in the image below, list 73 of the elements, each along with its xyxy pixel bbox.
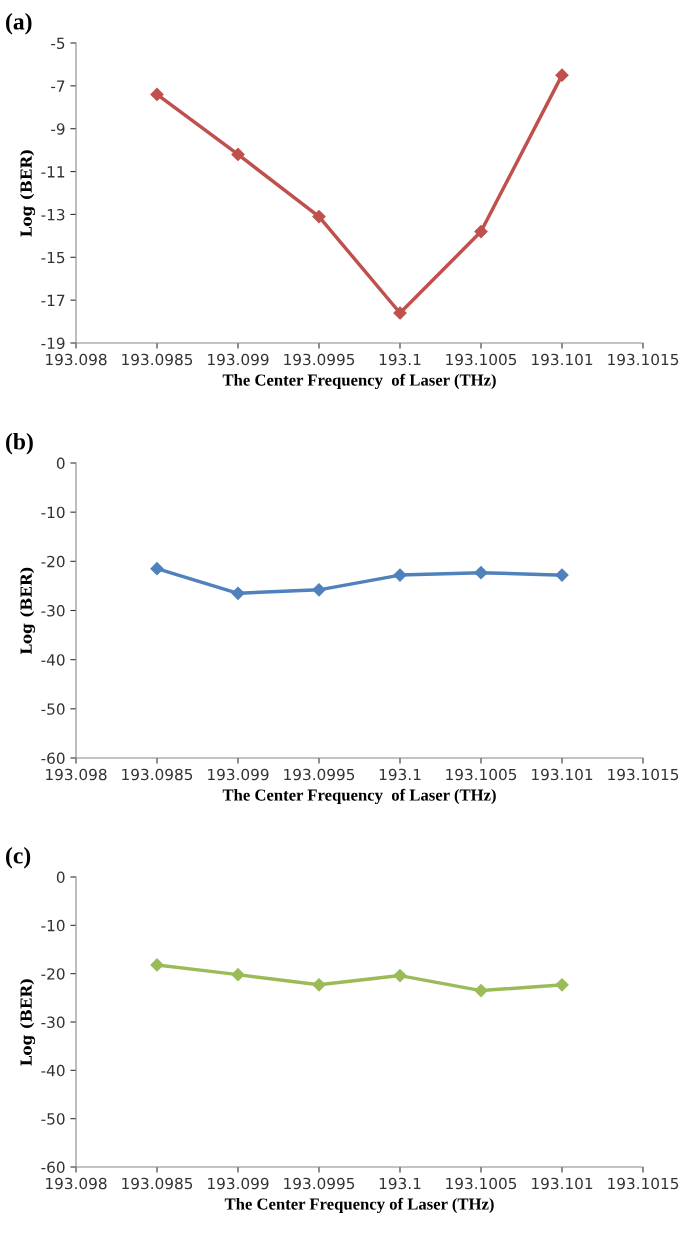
y-tick-label: -17 — [41, 294, 65, 306]
point — [150, 958, 164, 972]
point — [231, 968, 245, 982]
x-axis-title: The Center Frequency of Laser (THz) — [222, 373, 496, 390]
y-tick-label: 0 — [56, 871, 65, 884]
point — [312, 978, 326, 992]
point — [393, 568, 407, 582]
x-tick-label: 193.0985 — [122, 768, 193, 781]
point — [555, 978, 569, 992]
point — [555, 68, 569, 82]
x-axis-title: The Center Frequency of Laser (THz) — [222, 788, 496, 805]
x-tick-label: 193.1005 — [446, 768, 517, 781]
x-tick-label: 193.101 — [532, 1177, 593, 1190]
x-tick-label: 193.0995 — [284, 1177, 355, 1190]
point — [474, 224, 488, 239]
x-tick-label: 193.099 — [208, 1177, 269, 1190]
x-tick-label: 193.0985 — [122, 1177, 193, 1190]
y-tick-label: 0 — [56, 457, 65, 470]
x-tick-label: 193.1005 — [446, 353, 517, 366]
y-tick-label: -10 — [41, 506, 65, 519]
x-tick-label: 193.1005 — [446, 1177, 517, 1190]
point — [393, 306, 407, 320]
y-tick-label: -9 — [51, 123, 65, 135]
x-tick-label: 193.098 — [46, 768, 107, 781]
y-tick-label: -60 — [41, 752, 65, 765]
x-tick-label: 193.0995 — [284, 768, 355, 781]
x-tick-label: 193.101 — [532, 768, 593, 781]
chart-title: (c) — [6, 847, 31, 869]
y-tick-label: -10 — [41, 919, 65, 932]
point — [312, 583, 326, 597]
y-tick-label: -20 — [41, 968, 65, 980]
chart-title: (b) — [6, 433, 33, 455]
point — [150, 562, 164, 576]
point — [231, 586, 245, 600]
point — [312, 209, 326, 224]
x-tick-label: 193.098 — [46, 1177, 107, 1190]
x-tick-label: 193.1 — [379, 353, 421, 366]
chart-title: (a) — [6, 13, 32, 35]
y-tick-label: -50 — [41, 703, 65, 715]
x-axis-title: The Center Frequency of Laser (THz) — [224, 1197, 494, 1214]
y-tick-label: -30 — [41, 1016, 65, 1029]
x-tick-label: 193.1015 — [608, 1177, 679, 1190]
point — [393, 969, 407, 983]
y-tick-label: -20 — [41, 555, 65, 568]
x-tick-label: 193.099 — [208, 353, 269, 366]
x-tick-label: 193.1015 — [608, 353, 679, 366]
x-tick-label: 193.101 — [532, 353, 593, 366]
y-tick-label: -60 — [41, 1161, 65, 1174]
y-tick-label: -15 — [41, 251, 65, 264]
y-axis-title: Log (BER) — [20, 979, 36, 1066]
point — [474, 566, 488, 580]
point — [474, 983, 488, 998]
x-tick-label: 193.0995 — [284, 353, 355, 366]
y-tick-label: -50 — [41, 1113, 65, 1125]
point — [150, 87, 164, 102]
x-tick-label: 193.1 — [379, 1177, 421, 1190]
y-tick-label: -11 — [41, 166, 65, 178]
x-tick-label: 193.098 — [46, 353, 107, 366]
point — [555, 568, 569, 582]
y-tick-label: -5 — [51, 37, 65, 50]
y-tick-label: -40 — [41, 1064, 65, 1077]
y-tick-label: -40 — [41, 654, 65, 666]
x-tick-label: 193.1 — [379, 768, 421, 781]
y-tick-label: -7 — [51, 80, 65, 92]
y-tick-label: -19 — [41, 337, 65, 350]
y-axis-title: Log (BER) — [20, 150, 36, 237]
x-tick-label: 193.0985 — [122, 353, 193, 366]
point — [231, 147, 245, 162]
x-tick-label: 193.1015 — [608, 768, 679, 781]
x-tick-label: 193.099 — [208, 768, 269, 781]
y-tick-label: -30 — [41, 604, 65, 617]
y-tick-label: -13 — [41, 208, 65, 221]
y-axis-title: Log (BER) — [20, 567, 36, 655]
